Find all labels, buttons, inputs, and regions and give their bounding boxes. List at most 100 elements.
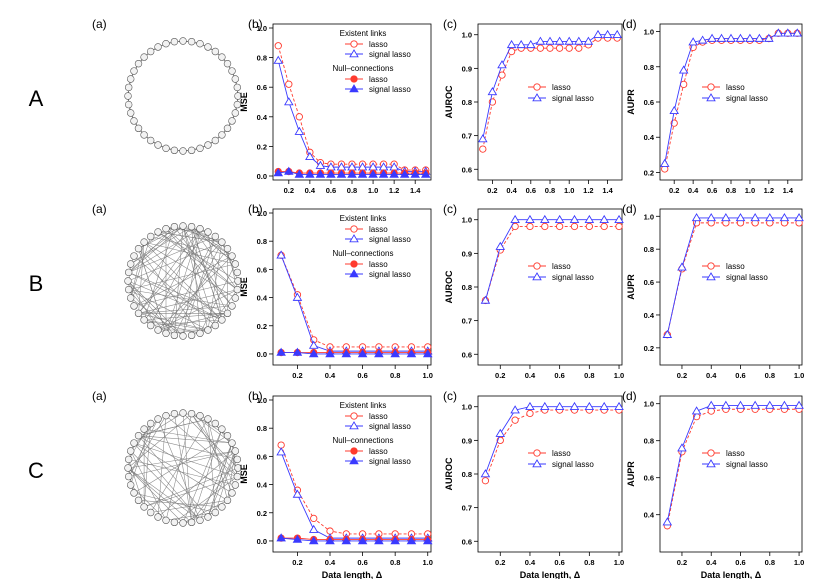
y-tick-label: 1.0 — [462, 403, 472, 412]
network-edge — [157, 313, 228, 331]
data-point — [506, 39, 517, 49]
network-node — [124, 455, 133, 464]
network-node — [146, 321, 155, 330]
network-edge — [133, 255, 233, 307]
data-point — [565, 44, 573, 52]
data-point — [315, 160, 326, 169]
network-node — [170, 37, 179, 46]
network-edge — [127, 280, 175, 336]
legend-label: signal lasso — [369, 422, 411, 431]
network-node — [234, 464, 242, 472]
data-point — [599, 401, 609, 410]
network-edge — [182, 228, 201, 337]
y-tick-label: 1.0 — [644, 212, 654, 221]
network-node — [204, 228, 212, 236]
panel-letter-a: (a) — [92, 389, 107, 403]
network-node — [228, 439, 236, 447]
network-edge — [207, 418, 216, 513]
network-node — [218, 131, 226, 139]
network-node — [187, 222, 196, 231]
data-point — [349, 456, 359, 465]
data-point — [535, 36, 546, 45]
network-edge — [130, 242, 145, 299]
x-tick-label: 1.2 — [583, 186, 593, 195]
network-node — [234, 92, 242, 100]
data-point — [284, 97, 294, 106]
data-point — [600, 222, 608, 231]
network-edge — [130, 226, 192, 299]
network-node — [126, 481, 135, 489]
network-node — [223, 309, 232, 318]
network-node — [126, 447, 135, 455]
row-label-b: B — [29, 271, 44, 296]
data-point — [390, 349, 400, 358]
data-point — [349, 269, 359, 278]
data-point — [349, 234, 359, 243]
network-edge — [157, 231, 239, 282]
series-line — [666, 222, 800, 335]
network-node — [204, 513, 212, 521]
y-tick-label: 0.6 — [644, 98, 654, 107]
network-edge — [138, 289, 238, 314]
network-edge — [165, 236, 216, 334]
legend-label: signal lasso — [726, 273, 768, 282]
network-node — [170, 409, 179, 418]
network-node — [130, 439, 138, 447]
network-edge — [144, 319, 209, 331]
network-node — [134, 59, 143, 68]
network-edge — [138, 248, 201, 334]
y-tick-label: 0.7 — [462, 132, 472, 141]
legend-label: lasso — [369, 447, 388, 456]
network-edge — [133, 412, 184, 444]
network-node — [196, 39, 204, 48]
legend-group-title: Null–connections — [333, 436, 394, 445]
network-edge — [150, 226, 175, 237]
x-tick-label: 0.4 — [325, 558, 336, 567]
data-point — [614, 401, 624, 410]
network-node — [218, 503, 226, 511]
y-tick-label: 0.6 — [257, 83, 267, 92]
x-tick-label: 0.6 — [735, 558, 745, 567]
data-point — [554, 401, 565, 410]
x-tick-label: 0.2 — [677, 558, 687, 567]
y-tick-label: 0.2 — [257, 322, 267, 331]
network-node — [162, 329, 170, 338]
network-edge — [191, 429, 223, 523]
data-point — [479, 145, 487, 153]
data-point — [325, 349, 335, 358]
network-edge — [165, 228, 233, 307]
network-node — [233, 285, 242, 294]
x-tick-label: 1.4 — [602, 186, 613, 195]
data-point — [779, 400, 790, 409]
network-node — [233, 455, 242, 464]
network-edge — [133, 255, 216, 326]
network-node — [223, 59, 232, 68]
y-tick-label: 1.0 — [644, 400, 654, 409]
y-tick-label: 0.8 — [462, 470, 472, 479]
y-axis-label: AUROC — [444, 457, 454, 490]
panel-letter: (d) — [622, 202, 637, 216]
data-point — [765, 213, 775, 222]
data-point — [569, 401, 580, 410]
y-tick-label: 0.4 — [257, 481, 268, 490]
data-point — [533, 262, 541, 270]
data-point — [308, 349, 319, 358]
legend-label: lasso — [726, 83, 745, 92]
y-axis-label: AUPR — [626, 461, 636, 487]
x-tick-label: 0.8 — [390, 558, 400, 567]
network-node — [231, 294, 240, 302]
legend-label: signal lasso — [369, 85, 411, 94]
data-point — [420, 169, 431, 178]
network-node — [223, 124, 232, 133]
data-point — [706, 400, 717, 409]
series-line — [281, 537, 428, 540]
y-tick-label: 0.8 — [257, 424, 267, 433]
y-tick-label: 0.4 — [257, 294, 268, 303]
y-tick-label: 0.7 — [462, 504, 472, 513]
data-point — [691, 213, 702, 222]
network-edge — [127, 442, 135, 469]
chart-b-b: (b) 0.0 0.2 0.4 0.6 0.8 1.0 0.2 0.4 0.6 0.8 1.0 MSE E… — [239, 202, 433, 380]
network-node — [218, 238, 226, 246]
row-label-a: A — [29, 86, 44, 111]
network-node — [196, 224, 204, 233]
